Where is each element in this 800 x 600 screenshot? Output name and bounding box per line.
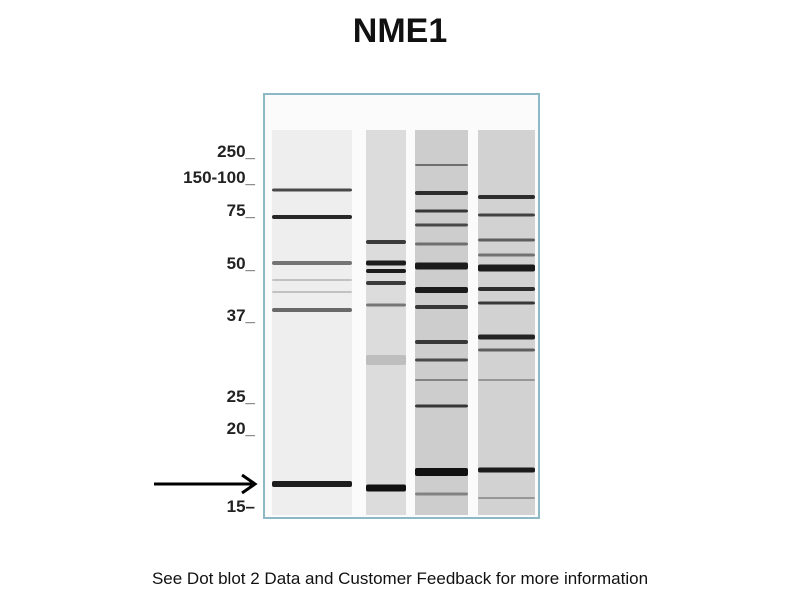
- lane-1-band: [272, 481, 352, 487]
- lane-3-band: [415, 242, 468, 246]
- arrow-right-icon: [154, 473, 258, 495]
- lane-3-band: [415, 164, 468, 166]
- lane-2-band: [366, 484, 406, 492]
- marker-15: 15–: [226, 497, 255, 516]
- lane-4-band: [478, 253, 535, 257]
- lane-4-band: [478, 213, 535, 217]
- lane-2-band: [366, 303, 406, 307]
- lane-1-band: [272, 291, 352, 293]
- lane-3-band: [415, 340, 468, 344]
- marker-75: 75_: [226, 201, 255, 220]
- marker-25: 25_: [226, 387, 255, 406]
- lane-2-band: [366, 240, 406, 244]
- lane-1-band: [272, 279, 352, 281]
- lane-2-band: [366, 260, 406, 266]
- caption: See Dot blot 2 Data and Customer Feedbac…: [151, 569, 649, 588]
- lane-3-band: [415, 492, 468, 496]
- lane-4-band: [478, 467, 535, 473]
- lane-3-band: [415, 468, 468, 476]
- marker-20: 20_: [226, 419, 255, 438]
- lane-4-band: [478, 195, 535, 199]
- lane-4-band: [478, 287, 535, 291]
- lane-4-band: [478, 264, 535, 272]
- lane-2-band: [366, 281, 406, 285]
- marker-50: 50_: [226, 254, 255, 273]
- lane-1-band: [272, 215, 352, 219]
- lane-3-band: [415, 262, 468, 270]
- lane-3-band: [415, 223, 468, 227]
- lane-1-band: [272, 261, 352, 265]
- lane-3-band: [415, 209, 468, 213]
- marker-37: 37_: [226, 306, 255, 325]
- marker-250: 250_: [217, 142, 255, 161]
- lane-4-band: [478, 348, 535, 352]
- lane-3-band: [415, 287, 468, 293]
- lane-4-background: [478, 130, 535, 515]
- lane-4-band: [478, 497, 535, 499]
- lane-1-band: [272, 188, 352, 192]
- lane-2-band: [366, 269, 406, 273]
- lane-4-band: [478, 301, 535, 305]
- blot-bands: [272, 130, 535, 515]
- lane-2-band: [366, 355, 406, 365]
- lane-3-band: [415, 191, 468, 195]
- lane-3-band: [415, 358, 468, 362]
- marker-150-100: 150-100_: [183, 168, 255, 187]
- lane-4-band: [478, 379, 535, 381]
- lane-1-background: [272, 130, 352, 515]
- lane-3-band: [415, 379, 468, 381]
- lane-3-band: [415, 305, 468, 309]
- lane-3-background: [415, 130, 468, 515]
- figure-title: NME1: [352, 12, 448, 50]
- lane-4-band: [478, 334, 535, 340]
- lane-4-band: [478, 238, 535, 242]
- lane-1-band: [272, 308, 352, 312]
- lane-3-band: [415, 404, 468, 408]
- lane-2-background: [366, 130, 406, 515]
- western-blot-image: [263, 93, 540, 519]
